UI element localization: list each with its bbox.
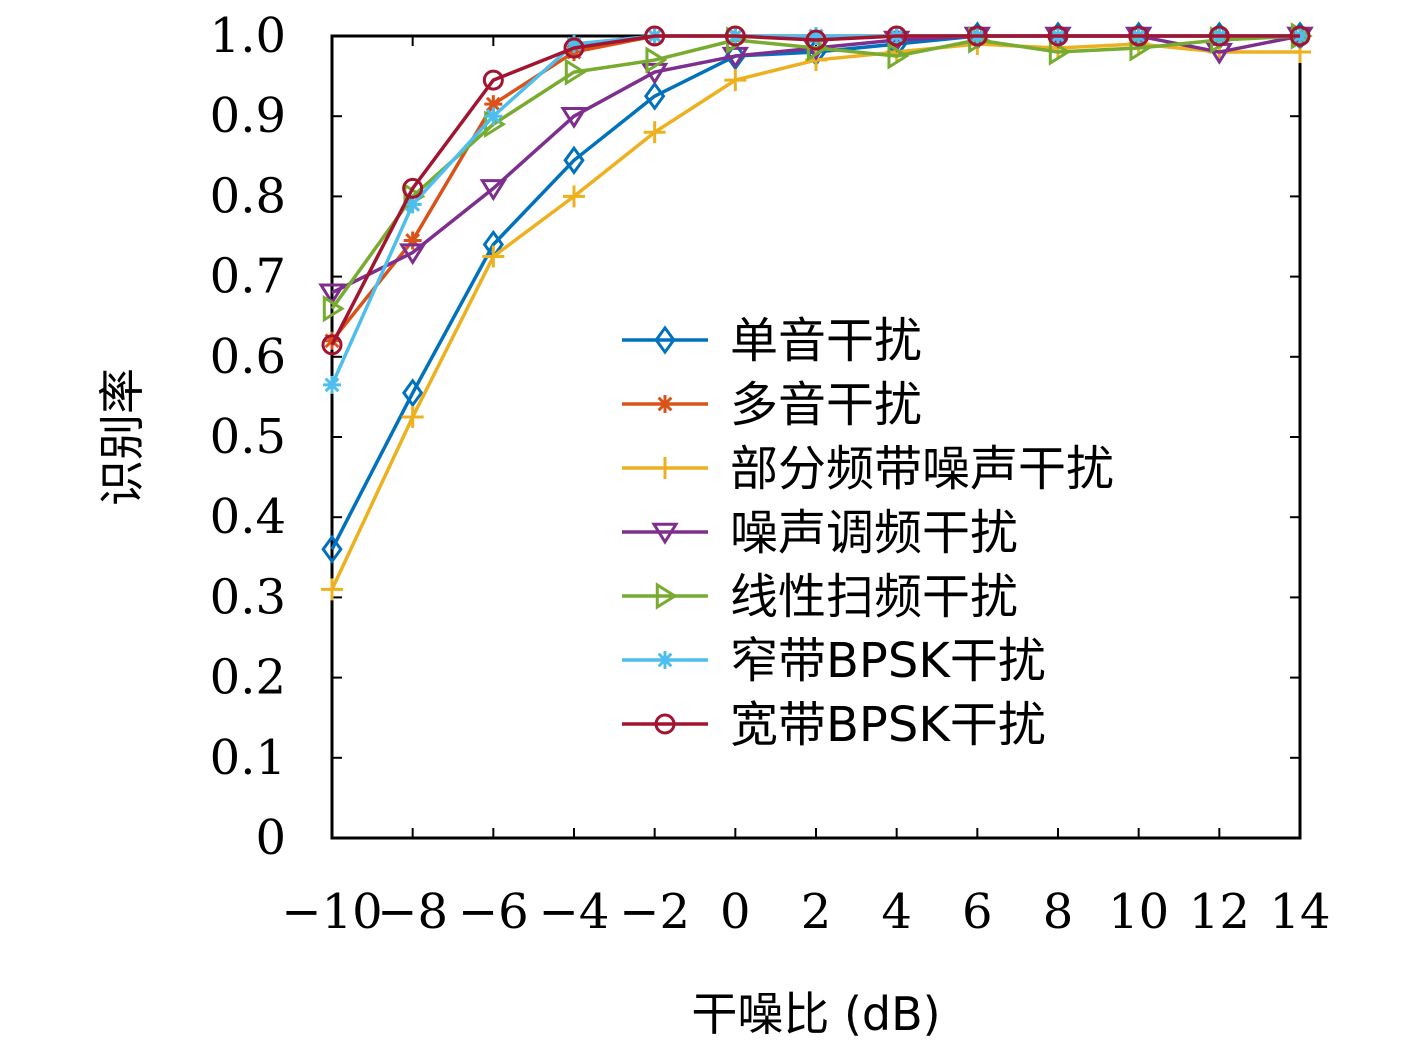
data-point [563, 37, 585, 59]
legend-marker [654, 457, 676, 479]
data-point [724, 69, 747, 92]
y-tick-label: 0.4 [210, 489, 286, 545]
data-point [402, 177, 424, 199]
y-tick-label: 0.1 [210, 730, 286, 786]
data-point [643, 121, 666, 144]
y-tick-label: 0.7 [210, 249, 286, 305]
data-point [479, 179, 508, 202]
legend-entry: 单音干扰 [622, 313, 922, 369]
data-point [321, 534, 343, 564]
y-tick-label: 1.0 [210, 8, 286, 64]
y-tick-label: 0.3 [210, 569, 286, 625]
series-line [330, 34, 1300, 346]
x-tick-label: −10 [281, 884, 382, 940]
legend-label: 部分频带噪声干扰 [730, 441, 1114, 497]
x-tick-label: 6 [962, 884, 993, 940]
legend-marker [654, 325, 676, 355]
legend-label: 单音干扰 [730, 313, 922, 369]
data-point [1128, 25, 1150, 47]
legend-label: 噪声调频干扰 [730, 505, 1018, 561]
data-point [482, 245, 505, 268]
axis-ticks: −10−8 −6 −4 −2 0 2 4 6 8 10 12 1400.10.20.30.40.50.… [210, 8, 1331, 940]
legend-entry: 宽带BPSK干扰 [622, 697, 1046, 753]
legend-entry: 线性扫频干扰 [622, 569, 1018, 625]
series-layer [318, 21, 1314, 601]
legend-entry: 多音干扰 [622, 377, 922, 433]
data-point [966, 25, 988, 47]
legend-label: 线性扫频干扰 [730, 569, 1018, 625]
x-tick-label: −8 [377, 884, 448, 940]
legend-marker [656, 395, 674, 413]
y-tick-label: 0.5 [210, 409, 286, 465]
x-tick-label: 14 [1269, 884, 1330, 940]
y-tick-label: 0.8 [210, 168, 286, 224]
data-point [724, 25, 746, 47]
legend-entry: 噪声调频干扰 [622, 505, 1018, 561]
legend: 单音干扰多音干扰部分频带噪声干扰噪声调频干扰线性扫频干扰窄带BPSK干扰宽带BP… [622, 313, 1114, 753]
legend-marker [654, 713, 676, 735]
x-axis-title: 干噪比 (dB) [691, 987, 940, 1041]
series-7 [321, 25, 1311, 356]
data-point [1289, 25, 1311, 47]
legend-marker [656, 651, 674, 669]
x-tick-label: 10 [1108, 884, 1169, 940]
x-tick-label: 12 [1189, 884, 1250, 940]
legend-label: 多音干扰 [730, 377, 922, 433]
data-point [482, 69, 504, 91]
data-point [886, 25, 908, 47]
x-tick-label: −2 [619, 884, 690, 940]
data-point [560, 107, 588, 129]
data-point [321, 334, 343, 356]
data-point [484, 107, 503, 126]
data-point [1208, 25, 1230, 47]
legend-label: 宽带BPSK干扰 [730, 697, 1046, 753]
data-point [1047, 25, 1069, 47]
y-tick-label: 0.2 [210, 650, 286, 706]
legend-label: 窄带BPSK干扰 [730, 633, 1046, 689]
data-point [1048, 38, 1071, 66]
x-tick-label: −4 [539, 884, 610, 940]
legend-marker [655, 582, 678, 610]
x-tick-label: 8 [1043, 884, 1074, 940]
data-point [563, 185, 585, 208]
data-point [323, 375, 341, 394]
data-point [564, 58, 587, 86]
data-point [805, 29, 827, 51]
data-point [401, 405, 424, 428]
data-point [721, 46, 750, 69]
legend-entry: 窄带BPSK干扰 [622, 633, 1046, 689]
data-point [398, 243, 427, 266]
data-point [563, 145, 585, 175]
data-point [322, 294, 345, 323]
legend-marker [651, 522, 679, 545]
x-tick-label: 4 [881, 884, 912, 940]
series-line [330, 34, 1300, 342]
x-tick-label: 0 [720, 884, 751, 940]
data-point [402, 378, 424, 408]
y-axis-title: 识别率 [95, 368, 149, 506]
data-point [321, 578, 343, 601]
series-line [330, 34, 1301, 310]
data-point [644, 25, 666, 47]
series-line [331, 34, 1301, 295]
y-tick-label: 0 [255, 810, 286, 866]
data-point [644, 81, 666, 111]
data-point [640, 62, 669, 85]
data-point [887, 42, 910, 70]
data-point [318, 283, 346, 306]
x-tick-label: 2 [801, 884, 832, 940]
data-point [645, 46, 668, 74]
x-tick-label: −6 [458, 884, 529, 940]
y-tick-label: 0.6 [210, 329, 286, 385]
y-tick-label: 0.9 [210, 88, 286, 144]
legend-entry: 部分频带噪声干扰 [622, 441, 1114, 497]
